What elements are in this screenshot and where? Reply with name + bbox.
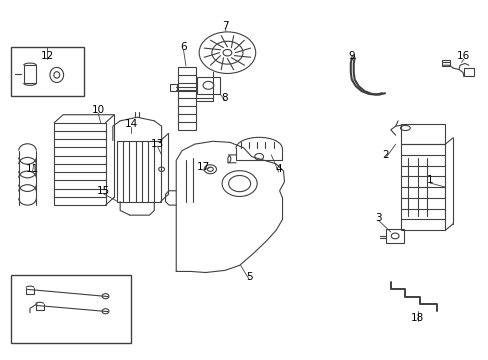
Text: 4: 4 bbox=[275, 164, 282, 174]
Bar bbox=[117, 140, 160, 202]
Text: 2: 2 bbox=[382, 150, 388, 160]
Text: 17: 17 bbox=[196, 162, 209, 172]
Text: 16: 16 bbox=[456, 51, 469, 61]
Bar bbox=[441, 59, 449, 66]
Text: 7: 7 bbox=[221, 21, 228, 31]
Text: 14: 14 bbox=[124, 120, 138, 129]
Text: 12: 12 bbox=[41, 51, 54, 61]
Text: 3: 3 bbox=[374, 213, 381, 222]
Bar bbox=[170, 84, 177, 91]
Bar bbox=[11, 47, 83, 96]
Text: 15: 15 bbox=[96, 186, 109, 196]
Text: 10: 10 bbox=[91, 105, 104, 115]
Text: 8: 8 bbox=[221, 93, 228, 103]
Text: 18: 18 bbox=[410, 313, 424, 323]
Text: 1: 1 bbox=[426, 175, 432, 185]
Text: 9: 9 bbox=[348, 51, 354, 61]
Text: 6: 6 bbox=[180, 42, 186, 52]
Text: 13: 13 bbox=[151, 139, 164, 149]
Bar bbox=[196, 77, 220, 94]
Bar bbox=[54, 123, 105, 205]
Text: 5: 5 bbox=[245, 272, 252, 282]
Bar bbox=[400, 144, 445, 230]
Bar bbox=[385, 229, 404, 243]
Bar bbox=[177, 67, 196, 130]
Bar bbox=[23, 65, 36, 83]
Text: 11: 11 bbox=[26, 164, 39, 174]
Bar bbox=[400, 125, 445, 144]
Bar bbox=[11, 275, 131, 343]
Bar bbox=[463, 68, 473, 76]
